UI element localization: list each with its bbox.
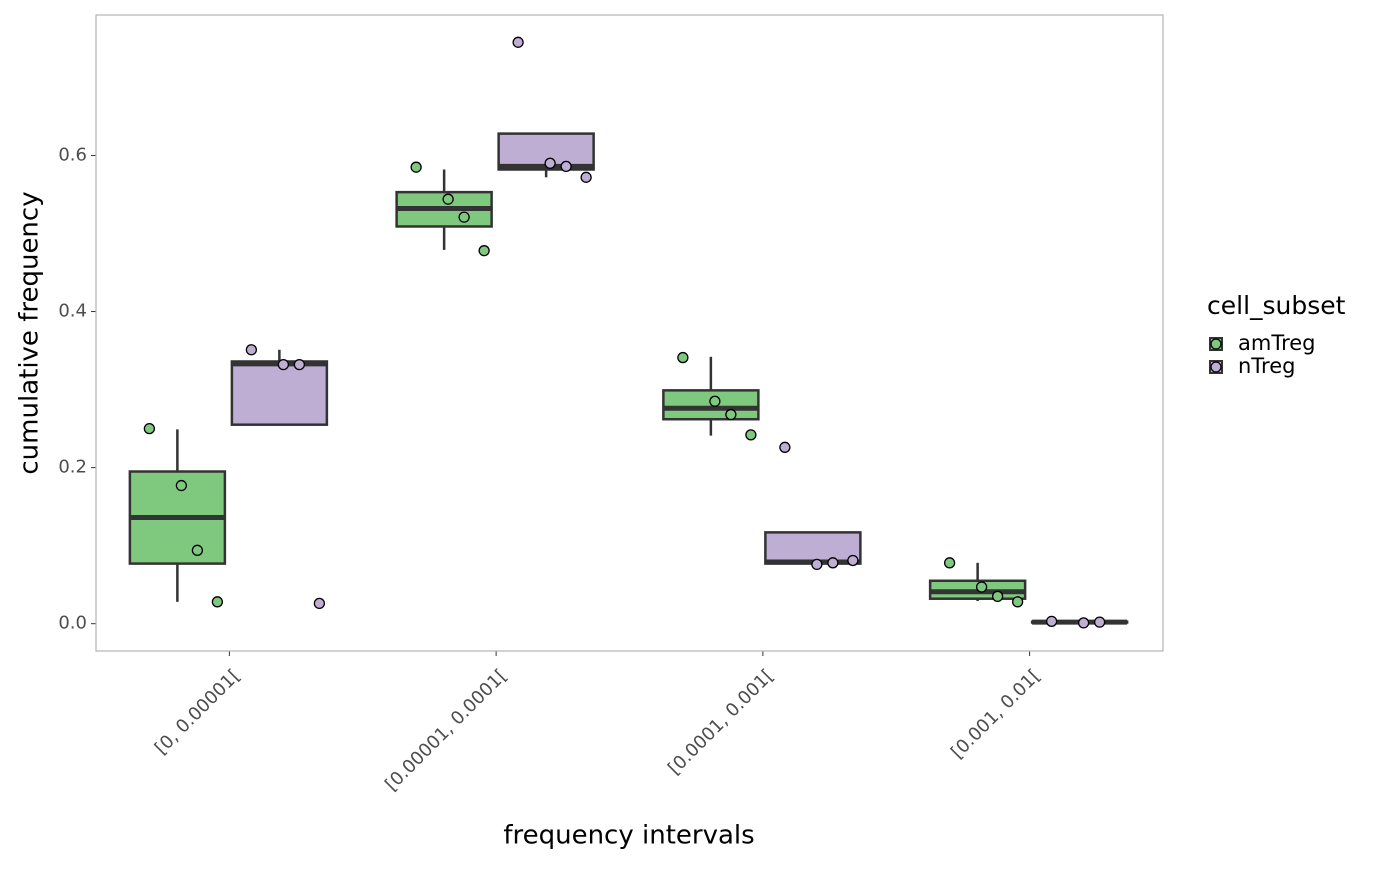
- point: [410, 161, 422, 173]
- legend-label: amTreg: [1238, 331, 1316, 355]
- point: [478, 245, 490, 257]
- point: [975, 581, 988, 593]
- legend-label: nTreg: [1238, 354, 1295, 378]
- y-tick-label: 0.4: [58, 301, 87, 322]
- point: [175, 479, 188, 492]
- point: [442, 193, 454, 205]
- point: [811, 558, 823, 571]
- point: [277, 358, 290, 371]
- x-axis-title: frequency intervals: [503, 821, 754, 851]
- point: [191, 544, 204, 556]
- x-tick-label: [0, 0.00001[: [151, 665, 245, 759]
- y-tick-label: 0.0: [58, 613, 87, 634]
- y-tick-label: 0.6: [58, 144, 87, 165]
- legend-key-point: [1210, 361, 1222, 373]
- legend-key-point: [1210, 338, 1222, 350]
- point: [827, 557, 839, 569]
- point: [1011, 596, 1024, 608]
- box: [230, 360, 329, 426]
- point: [1045, 615, 1058, 627]
- point: [458, 211, 470, 223]
- point: [1077, 617, 1090, 629]
- point: [725, 408, 737, 421]
- point: [745, 429, 757, 441]
- y-axis-title: cumulative frequency: [15, 191, 45, 474]
- y-tick-label: 0.2: [58, 457, 87, 478]
- point: [245, 344, 258, 356]
- point: [143, 422, 156, 435]
- point: [709, 395, 721, 407]
- point: [1093, 616, 1106, 628]
- point: [560, 160, 572, 173]
- point: [313, 597, 326, 610]
- point: [293, 358, 306, 371]
- box: [764, 531, 862, 565]
- legend-title: cell_subset: [1207, 291, 1346, 320]
- point: [943, 557, 956, 569]
- point: [779, 441, 791, 453]
- x-tick-label: [0.001, 0.01[: [947, 665, 1045, 763]
- point: [677, 351, 689, 364]
- point: [544, 157, 556, 169]
- point: [847, 554, 859, 567]
- x-tick-label: [0.0001, 0.001[: [664, 665, 778, 779]
- x-tick-label: [0.00001, 0.0001[: [381, 665, 511, 795]
- point: [211, 596, 224, 608]
- point: [512, 36, 524, 48]
- point: [991, 590, 1004, 603]
- panel: [95, 14, 1164, 652]
- box: [497, 132, 595, 171]
- point: [580, 171, 592, 183]
